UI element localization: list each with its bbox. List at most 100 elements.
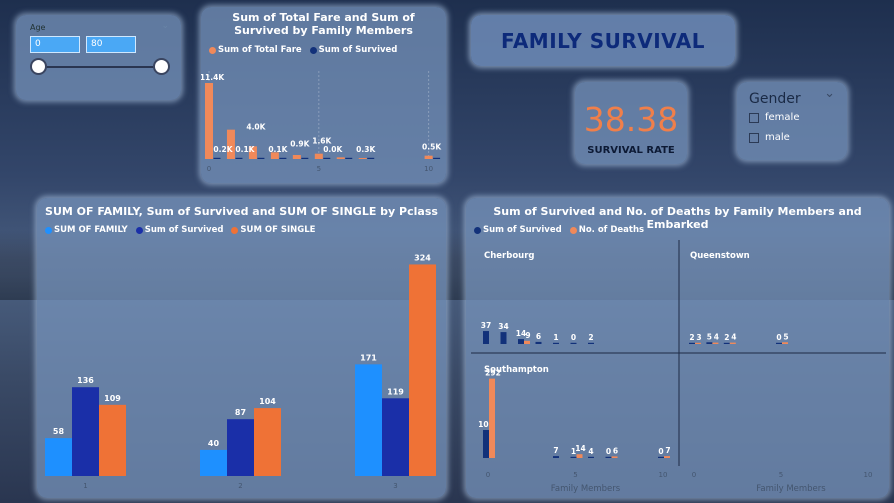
x-tick-label: 1 [83,482,87,490]
bar-survived [723,342,730,344]
age-slicer[interactable]: Age ⌄ 0 80 [16,15,181,100]
bar-survived [345,157,353,159]
bar-survived [588,342,594,344]
data-label: 2 [689,333,694,342]
bar-deaths [712,342,719,344]
gender-option-male[interactable]: male [749,132,790,143]
chevron-down-icon[interactable]: ⌄ [161,21,169,31]
bar-deaths [782,342,788,344]
bar-sum-of-single [99,404,126,476]
legend-item: SUM OF FAMILY [45,225,128,235]
bar-total-fare [226,129,235,159]
legend-dot-icon [474,226,481,234]
bar-total-fare [248,146,257,159]
x-tick-label: 5 [573,471,577,479]
data-label: 87 [235,408,246,417]
bar-survived [213,157,221,159]
bar-total-fare [205,83,213,159]
x-tick-label: 10 [424,165,433,173]
bar-survived [257,157,265,159]
data-label: 0 [606,447,611,456]
data-label: 5 [707,332,712,341]
data-label: 4 [714,333,719,342]
age-slicer-label: Age [30,23,46,32]
bar-survived [535,341,542,344]
pclass-chart-title: SUM OF FAMILY, Sum of Survived and SUM O… [45,205,438,218]
survival-rate-card: 38.38 SURVIVAL RATE [575,82,687,164]
legend-dot-icon [569,226,577,234]
data-label: 0.3K [356,145,376,154]
data-label: 14 [516,329,526,338]
bar-survived [689,342,695,344]
data-label: 37 [481,321,491,330]
data-label: 119 [387,387,404,396]
gender-option-label: male [765,132,790,143]
bar-survived [570,456,577,458]
data-label: 109 [104,394,121,403]
bar-total-fare [424,155,433,159]
data-label: 4 [731,333,736,342]
data-label: 103 [478,420,494,429]
x-tick-label: 2 [238,482,242,490]
data-label: 104 [259,397,276,406]
age-slider-track[interactable] [38,66,162,68]
legend-label: Sum of Survived [144,225,224,235]
pclass-chart-legend: SUM OF FAMILY Sum of Survived SUM OF SINGL… [45,225,315,235]
legend-label: Sum of Survived [318,45,398,55]
data-label: 0.2K [213,145,233,154]
bar-sum-of-survived [227,419,254,476]
legend-dot-icon [45,226,52,234]
x-tick-label: 10 [659,471,668,479]
legend-item: Sum of Survived [135,225,224,235]
data-label: 4.0K [246,122,266,131]
x-tick-label: 0 [486,471,490,479]
bar-deaths [611,456,618,458]
age-slider-max-handle[interactable] [153,58,170,75]
data-label: 171 [360,353,377,362]
age-slider-min-handle[interactable] [30,58,47,75]
data-label: 7 [665,446,670,455]
legend-item: SUM OF SINGLE [231,225,315,235]
x-tick-label: 10 [864,471,873,479]
data-label: 6 [536,332,541,341]
bar-total-fare [314,153,323,159]
legend-label: Sum of Survived [483,225,562,235]
chevron-down-icon[interactable]: ⌄ [824,86,835,101]
checkbox-icon[interactable] [749,112,759,123]
bar-total-fare [358,158,367,159]
embarked-chart-title: Sum of Survived and No. of Deaths by Fam… [493,205,862,231]
data-label: 11.4K [201,73,225,82]
legend-dot-icon [209,46,216,54]
survival-rate-label: SURVIVAL RATE [587,145,675,156]
bar-survived [483,331,489,344]
bar-sum-of-single [254,408,281,476]
x-tick-label: 0 [207,165,211,173]
x-axis-label: Family Members [551,484,621,494]
data-label: 136 [77,376,94,385]
panel-name: Southampton [484,365,549,375]
data-label: 6 [613,446,618,455]
age-max-input[interactable]: 80 [86,36,136,53]
x-tick-label: 0 [692,471,696,479]
legend-label: SUM OF FAMILY [54,225,128,235]
pclass-chart-plot: 58 136 109 1 40 87 104 2 171 119 324 3 [45,253,436,490]
gender-option-female[interactable]: female [749,112,799,123]
x-tick-label: 3 [393,482,397,490]
data-label: 0.9K [290,140,310,149]
bar-deaths [576,454,583,458]
bar-survived [279,157,287,159]
data-label: 58 [53,427,65,436]
legend-item: No. of Deaths [569,225,645,235]
gender-slicer[interactable]: Gender ⌄ female male [737,82,847,160]
fare-chart-card: Sum of Total Fare and Sum of Survived by… [201,7,446,183]
bar-survived [323,157,331,159]
dashboard-title-card: FAMILY SURVIVAL [471,15,735,66]
checkbox-icon[interactable] [749,132,759,143]
data-label: 34 [498,322,508,331]
legend-label: No. of Deaths [578,225,645,235]
legend-item: Sum of Total Fare [209,45,302,55]
age-min-input[interactable]: 0 [30,36,80,53]
data-label: 14 [575,444,585,453]
bar-sum-of-family [45,438,72,476]
survival-rate-value: 38.38 [583,100,679,139]
